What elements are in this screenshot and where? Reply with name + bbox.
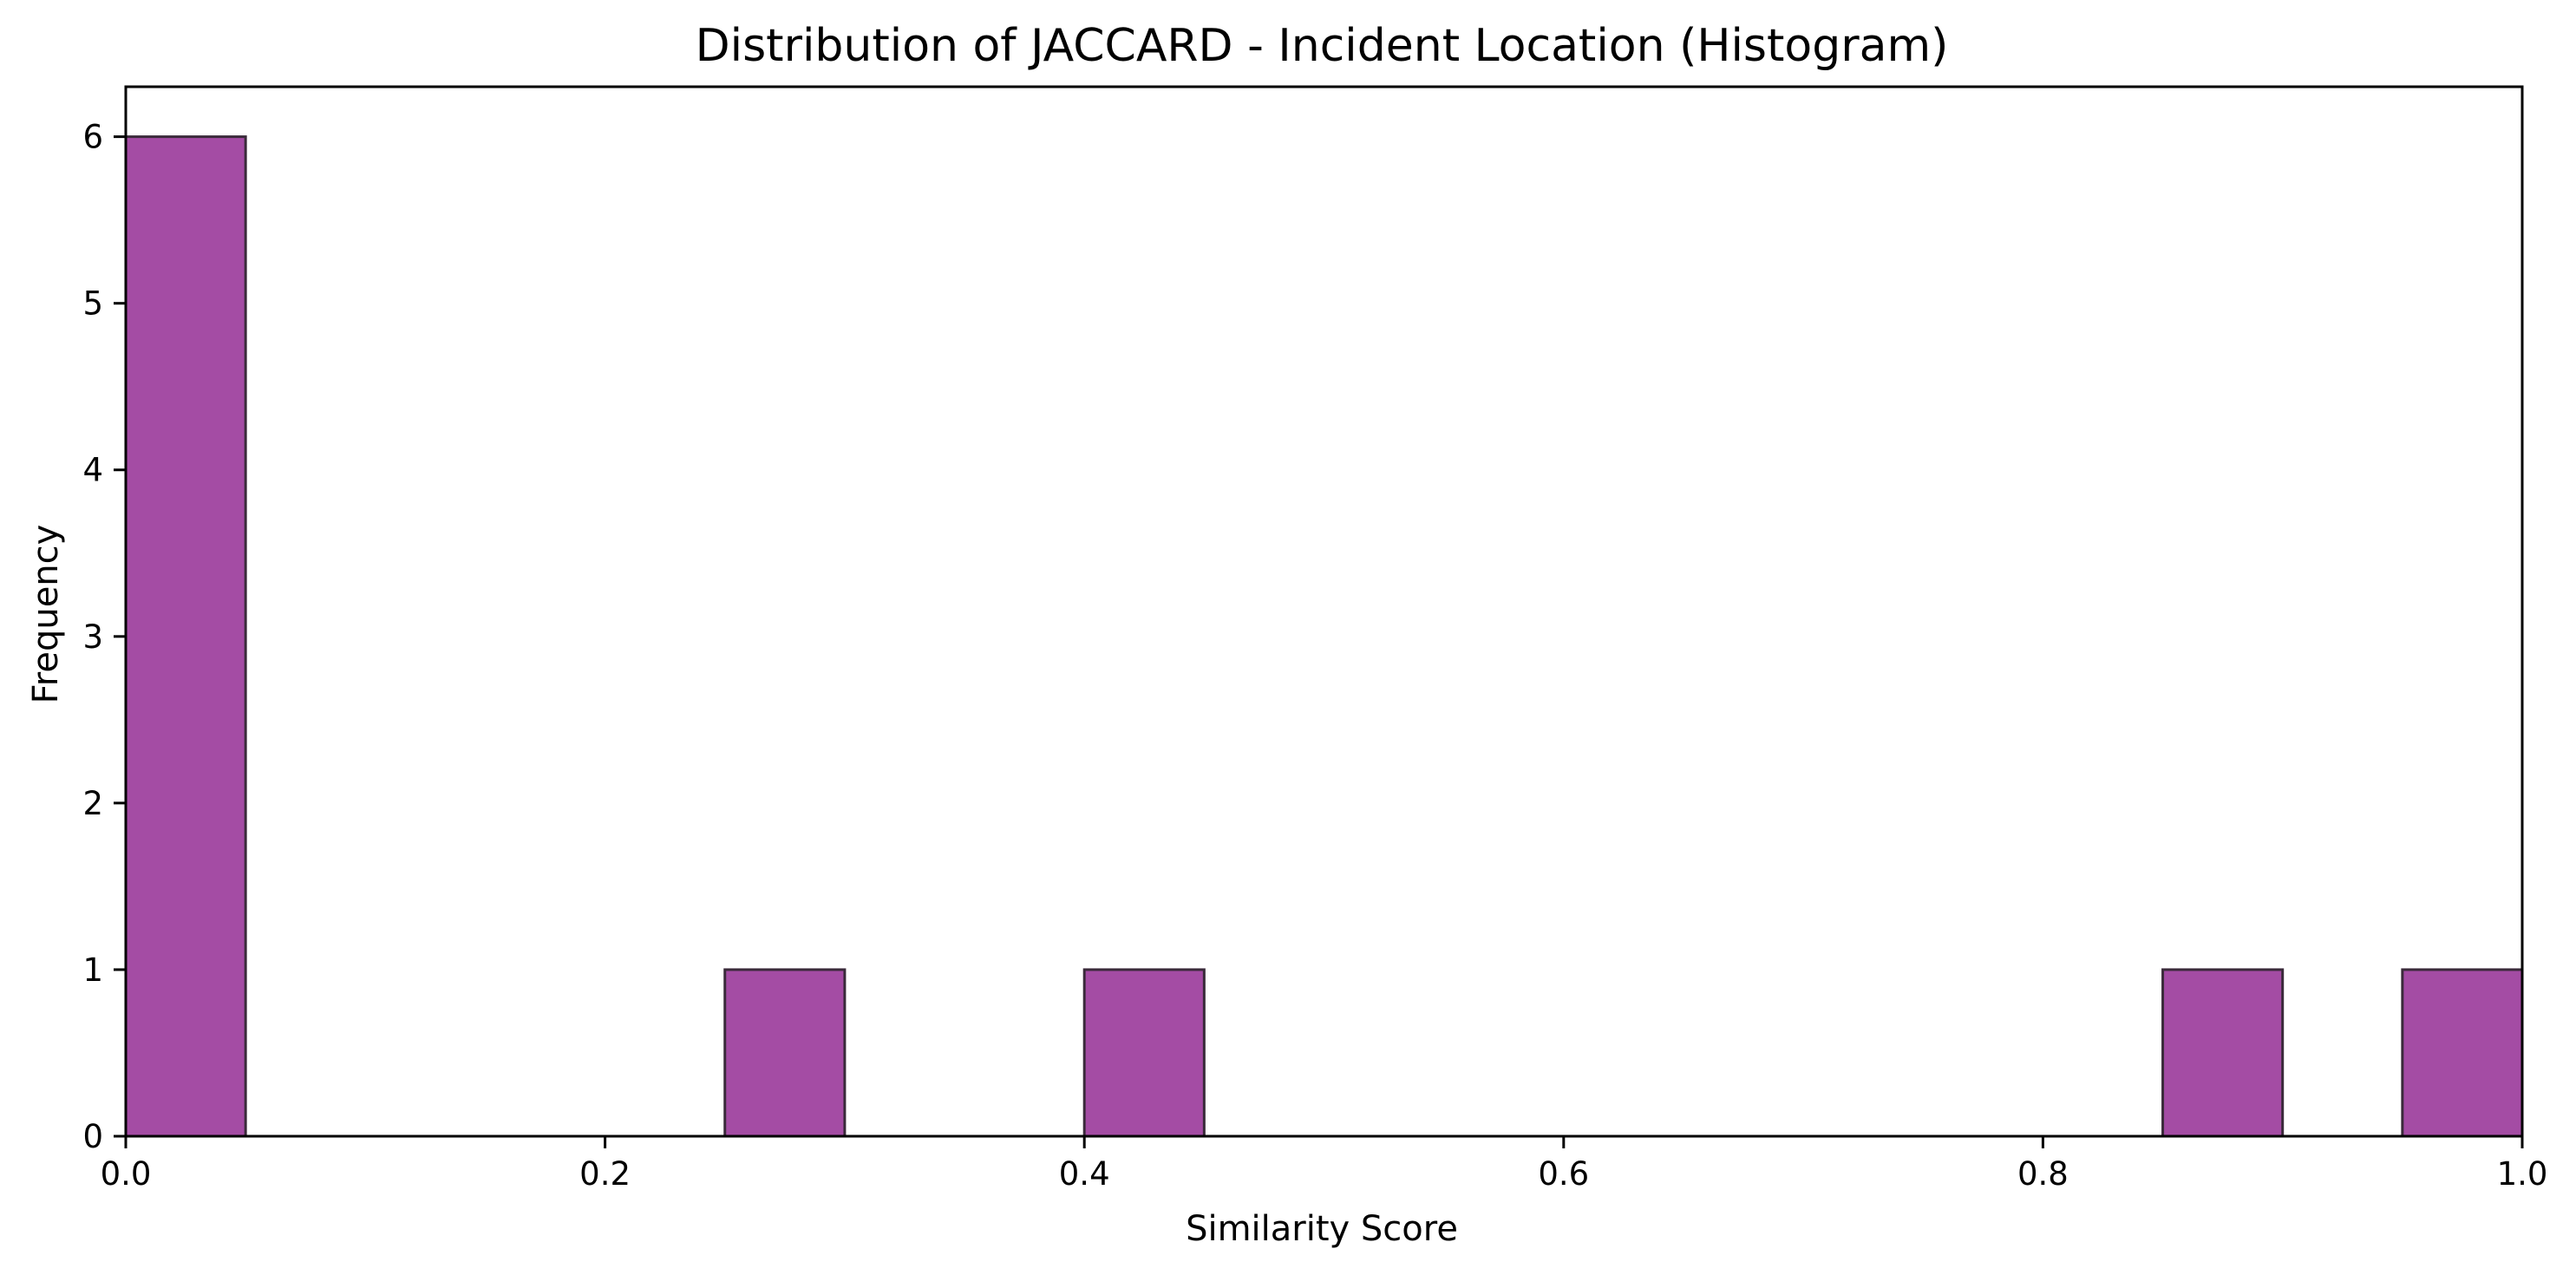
x-tick-label-5: 1.0 [2497,1155,2548,1193]
y-tick-label-5: 5 [82,285,103,323]
y-tick-label-3: 3 [82,618,103,656]
y-axis-ticks: 0 1 2 3 4 5 6 [82,119,126,1155]
x-tick-label-3: 0.6 [1538,1155,1589,1193]
y-axis-label: Frequency [26,525,66,704]
x-axis-ticks: 0.0 0.2 0.4 0.6 0.8 1.0 [101,1136,2548,1193]
bars-group [124,135,2524,1138]
x-tick-label-1: 0.2 [579,1155,631,1193]
y-tick-label-0: 0 [82,1118,103,1155]
x-tick-label-0: 0.0 [101,1155,152,1193]
y-tick-label-2: 2 [82,785,103,822]
x-axis-label: Similarity Score [1186,1209,1458,1249]
histogram-bar-3 [2161,968,2285,1138]
y-tick-label-1: 1 [82,951,103,989]
histogram-bar-0 [124,135,247,1138]
chart-title: Distribution of JACCARD - Incident Locat… [696,20,1949,72]
y-tick-label-6: 6 [82,119,103,156]
histogram-bar-2 [1082,968,1206,1138]
plot-frame [124,85,2524,1138]
y-tick-label-4: 4 [82,452,103,489]
x-tick-label-2: 0.4 [1059,1155,1110,1193]
x-tick-label-4: 0.8 [2017,1155,2069,1193]
histogram-bar-4 [2401,968,2524,1138]
histogram-bar-1 [723,968,847,1138]
